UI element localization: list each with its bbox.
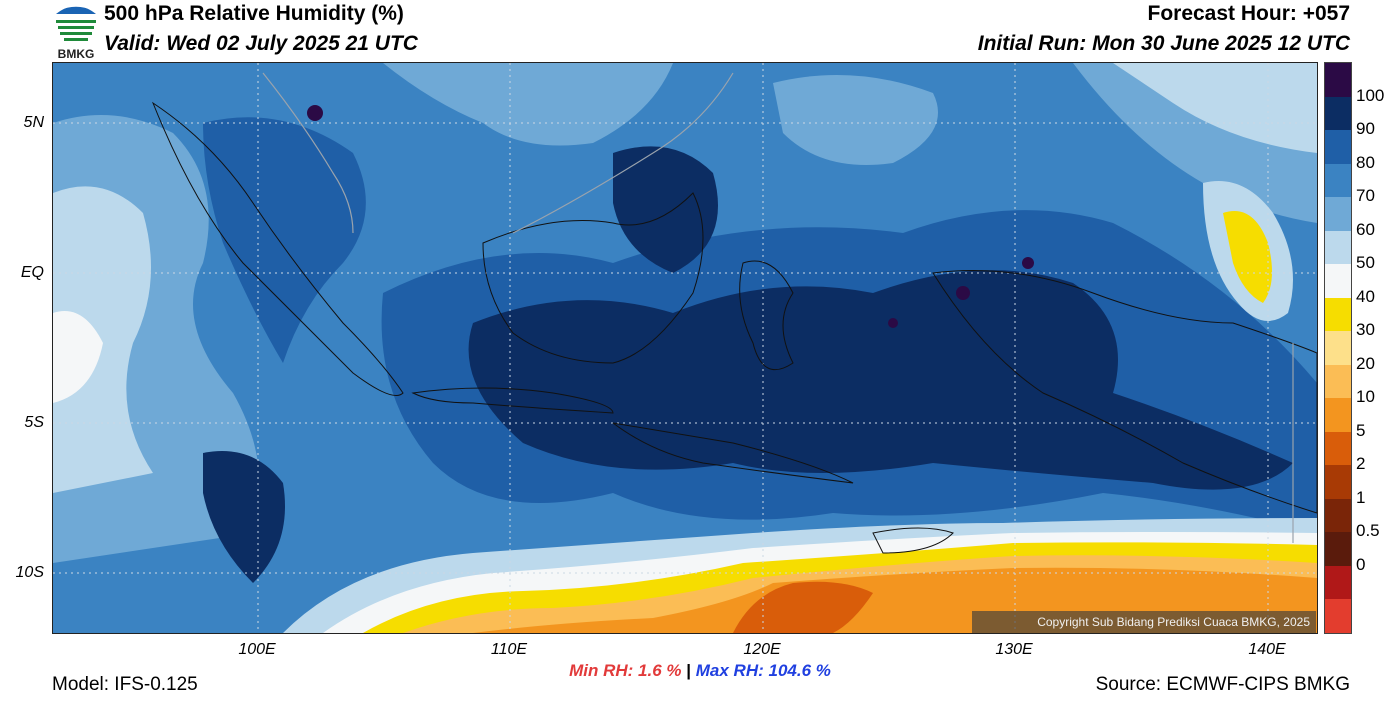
colorbar-segment: [1325, 599, 1351, 634]
colorbar-segment: [1325, 163, 1351, 198]
colorbar-label: 90: [1356, 119, 1375, 139]
source-info: Source: ECMWF-CIPS BMKG: [1095, 674, 1350, 695]
colorbar-segment: [1325, 130, 1351, 165]
stats-separator: |: [686, 661, 692, 680]
humidity-field: [53, 63, 1317, 633]
logo-text: BMKG: [58, 47, 95, 61]
lon-label-110e: 110E: [490, 641, 528, 658]
bmkg-logo-icon: BMKG: [56, 5, 96, 61]
colorbar-segment: [1325, 431, 1351, 466]
colorbar-segment: [1325, 398, 1351, 433]
lat-label-10s: 10S: [15, 564, 44, 581]
valid-time: Valid: Wed 02 July 2025 21 UTC: [104, 32, 418, 55]
colorbar-segment: [1325, 465, 1351, 500]
max-rh-label: Max RH:: [695, 661, 764, 680]
initial-run: Initial Run: Mon 30 June 2025 12 UTC: [977, 32, 1350, 55]
colorbar-segment: [1325, 230, 1351, 265]
min-rh-value: 1.6 %: [638, 661, 682, 680]
colorbar-label: 0.5: [1356, 521, 1380, 541]
lon-label-140e: 140E: [1248, 641, 1286, 658]
chart-title: 500 hPa Relative Humidity (%): [104, 2, 404, 25]
colorbar-segment: [1325, 96, 1351, 131]
rh-stats: Min RH: 1.6 % | Max RH: 104.6 %: [0, 661, 1400, 681]
colorbar-label: 50: [1356, 253, 1375, 273]
copyright-notice: Copyright Sub Bidang Prediksi Cuaca BMKG…: [972, 611, 1316, 633]
colorbar-label: 10: [1356, 387, 1375, 407]
coastlines: [151, 101, 1317, 554]
forecast-hour: Forecast Hour: +057: [1147, 2, 1351, 25]
colorbar-segment: [1325, 364, 1351, 399]
lon-label-130e: 130E: [995, 641, 1033, 658]
colorbar-label: 1: [1356, 487, 1366, 507]
grid-lines: [53, 63, 1317, 633]
colorbar-label: 30: [1356, 320, 1375, 340]
humidity-map: [52, 62, 1318, 634]
colorbar-segment: [1325, 331, 1351, 366]
colorbar-label: 2: [1356, 454, 1366, 474]
lon-label-100e: 100E: [238, 641, 276, 658]
colorbar-segment: [1325, 197, 1351, 232]
colorbar-label: 60: [1356, 219, 1375, 239]
colorbar-label: 5: [1356, 420, 1366, 440]
colorbar-segment: [1325, 565, 1351, 600]
min-rh-label: Min RH:: [569, 661, 634, 680]
colorbar-label: 20: [1356, 353, 1375, 373]
colorbar-segment: [1325, 532, 1351, 567]
colorbar-label: 40: [1356, 286, 1375, 306]
colorbar-segment: [1325, 264, 1351, 299]
lat-label-5s: 5S: [24, 414, 44, 431]
max-rh-value: 104.6 %: [768, 661, 831, 680]
colorbar-label: 0: [1356, 554, 1366, 574]
model-info: Model: IFS-0.125: [52, 674, 198, 695]
colorbar-segment: [1325, 63, 1351, 97]
colorbar-segment: [1325, 297, 1351, 332]
lon-label-120e: 120E: [743, 641, 781, 658]
colorbar-label: 100: [1356, 85, 1385, 105]
lat-label-eq: EQ: [20, 264, 44, 281]
borders: [262, 72, 1294, 543]
bmkg-logo: BMKG: [52, 0, 100, 62]
lat-label-5n: 5N: [23, 114, 44, 131]
colorbar-label: 70: [1356, 186, 1375, 206]
colorbar-label: 80: [1356, 152, 1375, 172]
colorbar-segment: [1325, 498, 1351, 533]
colorbar: [1324, 62, 1352, 634]
